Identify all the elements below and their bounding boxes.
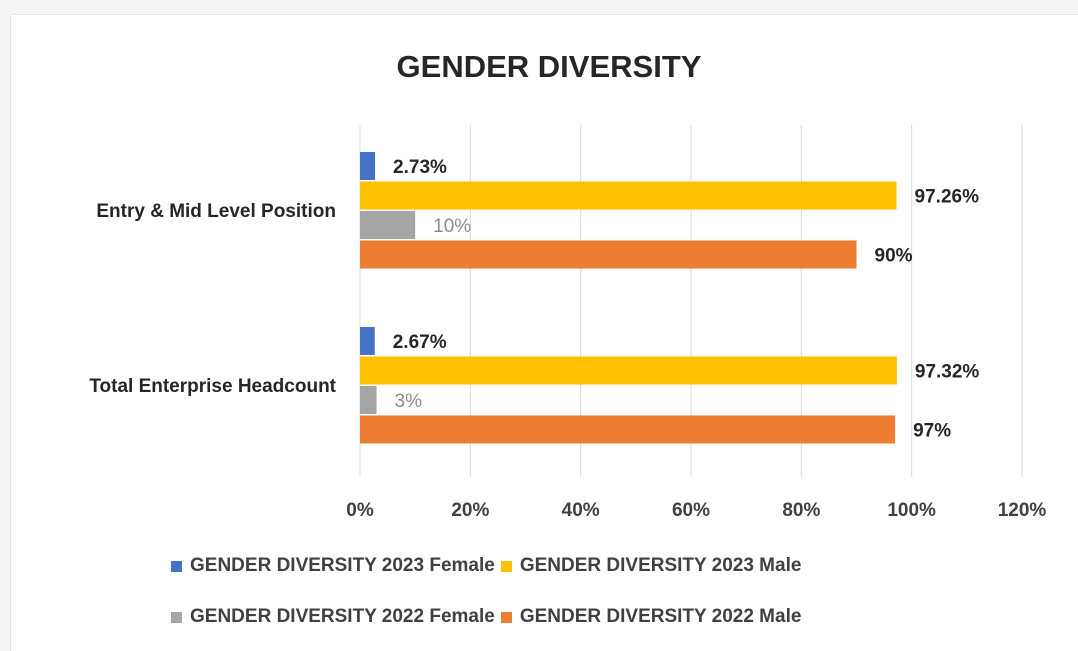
x-tick-label: 40%: [562, 500, 600, 521]
legend-item-2022-male: GENDER DIVERSITY 2022 Male: [500, 606, 802, 628]
x-tick-label: 20%: [451, 500, 489, 521]
legend-row-1: GENDER DIVERSITY 2023 Female GENDER DIVE…: [171, 555, 807, 577]
legend-label: GENDER DIVERSITY 2022 Male: [519, 606, 802, 627]
data-label: 3%: [395, 391, 423, 412]
data-label: 2.73%: [393, 157, 447, 178]
bar: [360, 356, 897, 385]
bar: [360, 240, 857, 269]
legend-swatch: [171, 560, 182, 572]
legend-label: GENDER DIVERSITY 2023 Female: [190, 555, 495, 576]
legend-label: GENDER DIVERSITY 2023 Male: [519, 555, 802, 576]
category-label: Total Enterprise Headcount: [89, 376, 336, 397]
bar: [360, 386, 377, 414]
legend-swatch: [171, 611, 182, 623]
data-label: 97.26%: [915, 187, 980, 208]
data-label: 90%: [875, 246, 913, 267]
category-label: Entry & Mid Level Position: [96, 201, 336, 222]
bar: [360, 327, 375, 355]
x-tick-label: 60%: [672, 500, 710, 521]
data-labels: 2.73% 97.26% 10% 90% 2.67% 97.32% 3% 97%: [393, 157, 980, 442]
category-labels: Entry & Mid Level Position Total Enterpri…: [89, 201, 336, 397]
bar: [360, 181, 897, 210]
legend-swatch: [500, 560, 512, 572]
bar: [360, 152, 376, 180]
x-tick-label: 120%: [998, 500, 1047, 521]
x-axis-tick-labels: 0% 20% 40% 60% 80% 100% 120%: [346, 500, 1046, 521]
chart-title: GENDER DIVERSITY: [397, 49, 702, 84]
legend-row-2: GENDER DIVERSITY 2022 Female GENDER DIVE…: [171, 606, 807, 628]
legend-label: GENDER DIVERSITY 2022 Female: [190, 606, 495, 627]
legend-item-2023-female: GENDER DIVERSITY 2023 Female: [171, 555, 495, 577]
x-tick-label: 80%: [782, 500, 820, 521]
bars-group: [360, 152, 897, 444]
data-label: 97%: [913, 421, 951, 442]
data-label: 97.32%: [915, 362, 980, 383]
bar: [360, 415, 896, 444]
legend-item-2022-female: GENDER DIVERSITY 2022 Female: [171, 606, 495, 628]
bar: [360, 211, 416, 239]
legend-item-2023-male: GENDER DIVERSITY 2023 Male: [500, 555, 802, 577]
bar-chart: GENDER DIVERSITY 2.73% 97.26% 10% 90% 2.67% 9…: [89, 49, 1046, 521]
chart-card: GENDER DIVERSITY 2.73% 97.26% 10% 90% 2.67% 9…: [10, 14, 1078, 651]
x-tick-label: 0%: [346, 500, 374, 521]
data-label: 10%: [433, 216, 471, 237]
x-tick-label: 100%: [887, 500, 936, 521]
legend-swatch: [500, 611, 512, 623]
data-label: 2.67%: [393, 332, 447, 353]
